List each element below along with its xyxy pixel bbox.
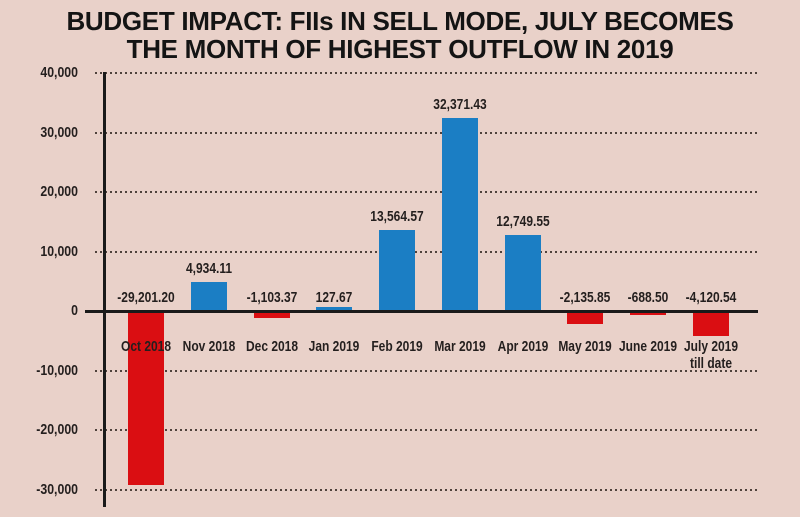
gridline-20000 <box>95 191 758 194</box>
gridline-40000 <box>95 72 758 74</box>
category-label-jan-2019: Jan 2019 <box>309 338 360 355</box>
bar-july-2019 <box>693 311 730 336</box>
y-tick-label-10000: 10,000 <box>40 242 78 260</box>
chart-title-line1: BUDGET IMPACT: FIIs IN SELL MODE, JULY B… <box>66 6 734 36</box>
value-label-may-2019: -2,135.85 <box>560 289 611 307</box>
category-label-text: Apr 2019 <box>497 338 549 356</box>
category-label-apr-2019: Apr 2019 <box>497 338 548 355</box>
bar-mar-2019 <box>441 118 478 312</box>
category-label-feb-2019: Feb 2019 <box>371 338 422 355</box>
bar-nov-2018 <box>190 281 227 312</box>
chart-title-line2: THE MONTH OF HIGHEST OUTFLOW IN 2019 <box>126 34 674 64</box>
value-label-oct-2018: -29,201.20 <box>117 289 175 307</box>
value-label-apr-2019: 12,749.55 <box>495 213 550 231</box>
chart-title: BUDGET IMPACT: FIIs IN SELL MODE, JULY B… <box>0 7 800 63</box>
y-tick-label--20000: -20,000 <box>36 421 78 439</box>
gridline-10000 <box>95 250 758 253</box>
gridline-30000 <box>95 131 758 134</box>
category-label-dec-2018: Dec 2018 <box>246 338 298 355</box>
y-tick-label--10000: -10,000 <box>36 361 78 379</box>
y-tick-label-40000: 40,000 <box>40 64 78 81</box>
bar-jan-2019 <box>316 307 353 312</box>
category-label-text: Dec 2018 <box>245 338 298 356</box>
value-label-feb-2019: 13,564.57 <box>370 208 424 226</box>
category-label-may-2019: May 2019 <box>559 338 612 355</box>
category-label-text: Jan 2019 <box>308 338 360 356</box>
value-label-mar-2019: 32,371.43 <box>433 96 487 114</box>
category-label-oct-2018: Oct 2018 <box>121 338 171 355</box>
value-label-jan-2019: 127.67 <box>315 288 353 306</box>
value-label-june-2019: -688.50 <box>627 289 669 307</box>
category-label-text: Oct 2018 <box>120 338 172 356</box>
zero-axis-line <box>85 309 758 313</box>
y-axis-line <box>103 72 106 507</box>
bar-oct-2018 <box>128 311 164 486</box>
bar-apr-2019 <box>504 235 541 312</box>
value-label-july-2019: -4,120.54 <box>685 289 737 307</box>
category-label-text: July 2019 <box>683 338 739 356</box>
bar-feb-2019 <box>379 230 416 312</box>
category-note: till date <box>690 355 733 373</box>
category-label-mar-2019: Mar 2019 <box>434 338 485 355</box>
category-label-text: Nov 2018 <box>182 338 236 356</box>
value-label-nov-2018: 4,934.11 <box>185 259 232 277</box>
value-label-dec-2018: -1,103.37 <box>246 289 297 307</box>
gridline--20000 <box>95 429 758 432</box>
category-label-text: Mar 2019 <box>434 338 486 356</box>
category-label-text: June 2019 <box>619 338 678 356</box>
gridline--10000 <box>95 369 758 372</box>
gridline--30000 <box>95 489 758 491</box>
bar-may-2019 <box>567 311 604 324</box>
category-label-nov-2018: Nov 2018 <box>182 338 235 355</box>
category-label-text: Feb 2019 <box>371 338 423 356</box>
y-tick-label--30000: -30,000 <box>36 481 78 498</box>
bar-dec-2018 <box>253 311 290 318</box>
bar-june-2019 <box>630 311 667 316</box>
category-label-june-2019: June 2019 <box>619 338 677 355</box>
y-tick-label-0: 0 <box>71 302 78 320</box>
category-label-text: May 2019 <box>558 338 613 356</box>
y-tick-label-30000: 30,000 <box>40 123 78 141</box>
y-tick-label-20000: 20,000 <box>40 183 78 201</box>
category-label-july-2019: July 2019 till date <box>684 338 738 372</box>
